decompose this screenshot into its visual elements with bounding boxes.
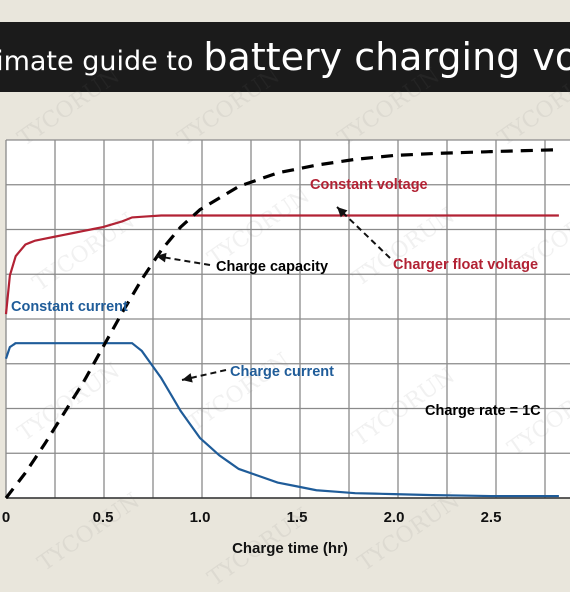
series-lines (4, 148, 559, 499)
arrow-charge-current-shaft (181, 369, 227, 381)
series-line-constant-voltage (4, 214, 559, 315)
x-tick-label: 1.0 (190, 509, 211, 526)
x-tick-label: 2.5 (481, 509, 502, 526)
arrow-float-voltage-head (337, 207, 348, 218)
x-tick-label: 0 (2, 509, 10, 526)
x-tick-labels: 0 0.5 1.0 1.5 2.0 2.5 (2, 509, 502, 526)
x-tick-label: 0.5 (93, 509, 114, 526)
banner-title-big: battery charging vol (203, 35, 570, 79)
annotation-constant-current: Constant current (11, 299, 128, 315)
title-banner: ltimate guide to battery charging vol (0, 22, 570, 92)
x-tick-label: 1.5 (287, 509, 308, 526)
grid-lines (5, 139, 570, 499)
arrow-charge-current-head (182, 373, 193, 383)
series-line-charge-capacity (4, 148, 559, 499)
banner-text: ltimate guide to battery charging vol (0, 35, 570, 79)
arrow-charge-capacity-head (156, 252, 167, 263)
banner-title-small: ltimate guide to (0, 46, 194, 77)
annotation-constant-voltage: Constant voltage (310, 177, 428, 193)
annotation-arrows (155, 206, 391, 383)
x-axis-label: Charge time (hr) (232, 540, 348, 557)
annotation-charge-current: Charge current (230, 364, 334, 380)
annotation-charge-capacity: Charge capacity (216, 259, 328, 275)
charging-chart: Constant voltage Charger float voltage Cha… (2, 139, 570, 557)
x-tick-label: 2.0 (384, 509, 405, 526)
annotation-labels: Constant voltage Charger float voltage Cha… (11, 177, 541, 419)
arrow-float-voltage-shaft (336, 206, 391, 259)
annotation-charge-rate-1c: Charge rate = 1C (425, 403, 541, 419)
series-line-charge-current (4, 342, 559, 498)
annotation-charger-float-voltage: Charger float voltage (393, 257, 538, 273)
